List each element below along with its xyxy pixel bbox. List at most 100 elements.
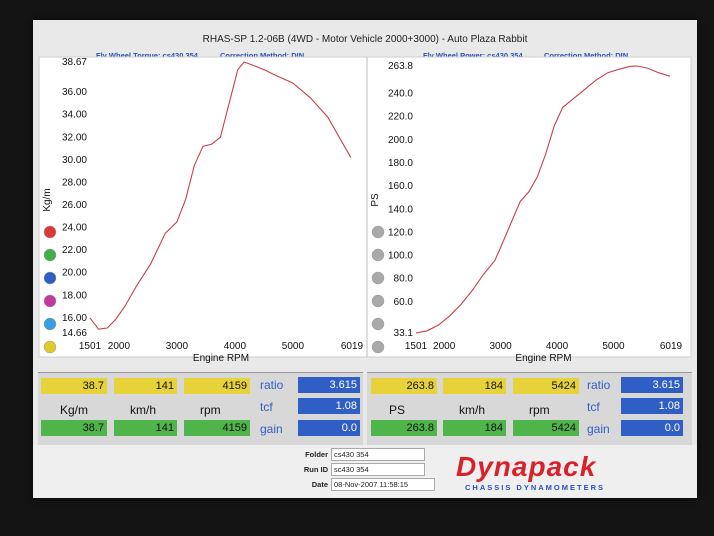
legend-dot-red [43, 225, 57, 239]
torque-current-rpm: 4159 [184, 420, 250, 436]
date-label: Date [311, 480, 328, 489]
power-legend-dot [371, 248, 385, 262]
power-y-tick-label: 220.0 [388, 112, 413, 123]
torque-x-axis-label: Engine RPM [193, 353, 249, 364]
power-kmh-label: km/h [459, 403, 486, 417]
date-value: 08-Nov-2007 11:58:15 [331, 478, 435, 491]
power-legend-dot [371, 317, 385, 331]
power-y-tick-label: 240.0 [388, 89, 413, 100]
power-tcf-value: 1.08 [621, 398, 683, 414]
power-x-tick-label: 3000 [489, 341, 512, 352]
power-tcf-label: tcf [587, 400, 600, 414]
power-x-axis-label: Engine RPM [515, 353, 571, 364]
power-y-tick-label: 60.0 [394, 297, 414, 308]
torque-gain-label: gain [260, 422, 283, 436]
torque-correction: Correction Method: DIN [220, 51, 305, 60]
torque-y-tick-label: 16.00 [62, 313, 87, 324]
torque-y-tick-label: 28.00 [62, 177, 87, 188]
torque-x-tick-label: 4000 [224, 341, 247, 352]
legend-dot-yellow [43, 340, 57, 354]
torque-y-tick-label: 30.00 [62, 155, 87, 166]
power-y-tick-label: 33.1 [394, 328, 414, 339]
torque-y-tick-label: 34.00 [62, 110, 87, 121]
power-unit-label: PS [389, 403, 406, 417]
torque-y-tick-label: 38.67 [62, 57, 87, 68]
report-title: RHAS-SP 1.2-06B (4WD - Motor Vehicle 200… [202, 34, 528, 45]
power-x-tick-label: 5000 [602, 341, 625, 352]
torque-y-tick-label: 32.00 [62, 132, 87, 143]
power-y-tick-label: 120.0 [388, 227, 413, 238]
power-ratio-label: ratio [587, 378, 611, 392]
torque-x-tick-label: 1501 [79, 341, 102, 352]
torque-y-tick-label: 24.00 [62, 223, 87, 234]
folder-value: cs430 354 [331, 448, 425, 461]
power-y-tick-label: 160.0 [388, 181, 413, 192]
power-y-tick-label: 263.8 [388, 61, 413, 72]
power-subtitle: Fly Wheel Power: cs430 354 [423, 51, 523, 60]
power-current-rpm: 5424 [513, 420, 579, 436]
dyno-charts: 38.67 36.00 34.00 32.00 30.00 28.00 26.00 24.00… [38, 56, 692, 364]
power-peak-rpm: 5424 [513, 378, 579, 394]
power-x-tick-label: 4000 [546, 341, 569, 352]
torque-tcf-label: tcf [260, 400, 273, 414]
torque-ratio-label: ratio [260, 378, 284, 392]
torque-x-tick-label: 6019 [341, 341, 364, 352]
torque-y-tick-label: 26.00 [62, 200, 87, 211]
power-gain-label: gain [587, 422, 610, 436]
torque-y-tick-label: 20.00 [62, 268, 87, 279]
report-footer: Folder cs430 354 Run ID sc430 354 Date 0… [33, 445, 697, 498]
legend-dot-green [43, 248, 57, 262]
power-current-speed: 184 [443, 420, 506, 436]
power-curve-series-1 [415, 65, 671, 334]
power-current-value: 263.8 [371, 420, 437, 436]
torque-rpm-label: rpm [200, 403, 221, 417]
torque-x-tick-label: 2000 [108, 341, 131, 352]
torque-y-tick-label: 18.00 [62, 290, 87, 301]
power-ratio-value: 3.615 [621, 377, 683, 393]
power-x-tick-label: 6019 [660, 341, 683, 352]
torque-y-tick-label: 22.00 [62, 245, 87, 256]
power-legend-dot [371, 294, 385, 308]
power-y-tick-label: 80.0 [394, 274, 414, 285]
torque-peak-speed: 141 [114, 378, 177, 394]
torque-subtitle: Fly Wheel Torque: cs430 354 [96, 51, 198, 60]
dynapack-logo: Dynapack [456, 451, 597, 482]
power-x-tick-label: 2000 [433, 341, 456, 352]
torque-kmh-label: km/h [130, 403, 157, 417]
torque-current-value: 38.7 [41, 420, 107, 436]
dyno-sheet: RHAS-SP 1.2-06B (4WD - Motor Vehicle 200… [33, 20, 697, 498]
torque-curve-series-1 [89, 61, 352, 330]
torque-unit-label: Kg/m [60, 403, 89, 417]
run-id-label: Run ID [303, 465, 328, 474]
power-legend-dot [371, 340, 385, 354]
power-correction: Correction Method: DIN [544, 51, 629, 60]
run-id-value: sc430 354 [331, 463, 425, 476]
power-legend-dot [371, 271, 385, 285]
torque-ratio-value: 3.615 [298, 377, 360, 393]
legend-dot-cyan [43, 317, 57, 331]
torque-gain-value: 0.0 [298, 420, 360, 436]
dynapack-logo-subtitle: CHASSIS DYNAMOMETERS [465, 483, 606, 492]
power-y-tick-label: 140.0 [388, 204, 413, 215]
legend-dot-magenta [43, 294, 57, 308]
power-legend-dot [371, 225, 385, 239]
legend-dot-blue [43, 271, 57, 285]
torque-y-axis-label: Kg/m [42, 188, 53, 211]
power-y-tick-label: 100.0 [388, 251, 413, 262]
torque-y-tick-label: 14.66 [62, 328, 87, 339]
torque-tcf-value: 1.08 [298, 398, 360, 414]
torque-peak-value: 38.7 [41, 378, 107, 394]
torque-y-tick-label: 36.00 [62, 87, 87, 98]
folder-label: Folder [305, 450, 328, 459]
power-peak-speed: 184 [443, 378, 506, 394]
power-y-tick-label: 180.0 [388, 158, 413, 169]
torque-x-tick-label: 3000 [166, 341, 189, 352]
power-gain-value: 0.0 [621, 420, 683, 436]
torque-peak-rpm: 4159 [184, 378, 250, 394]
power-rpm-label: rpm [529, 403, 550, 417]
power-x-tick-label: 1501 [405, 341, 428, 352]
power-y-tick-label: 200.0 [388, 135, 413, 146]
plot-frame [38, 56, 692, 358]
torque-current-speed: 141 [114, 420, 177, 436]
torque-x-tick-label: 5000 [282, 341, 305, 352]
